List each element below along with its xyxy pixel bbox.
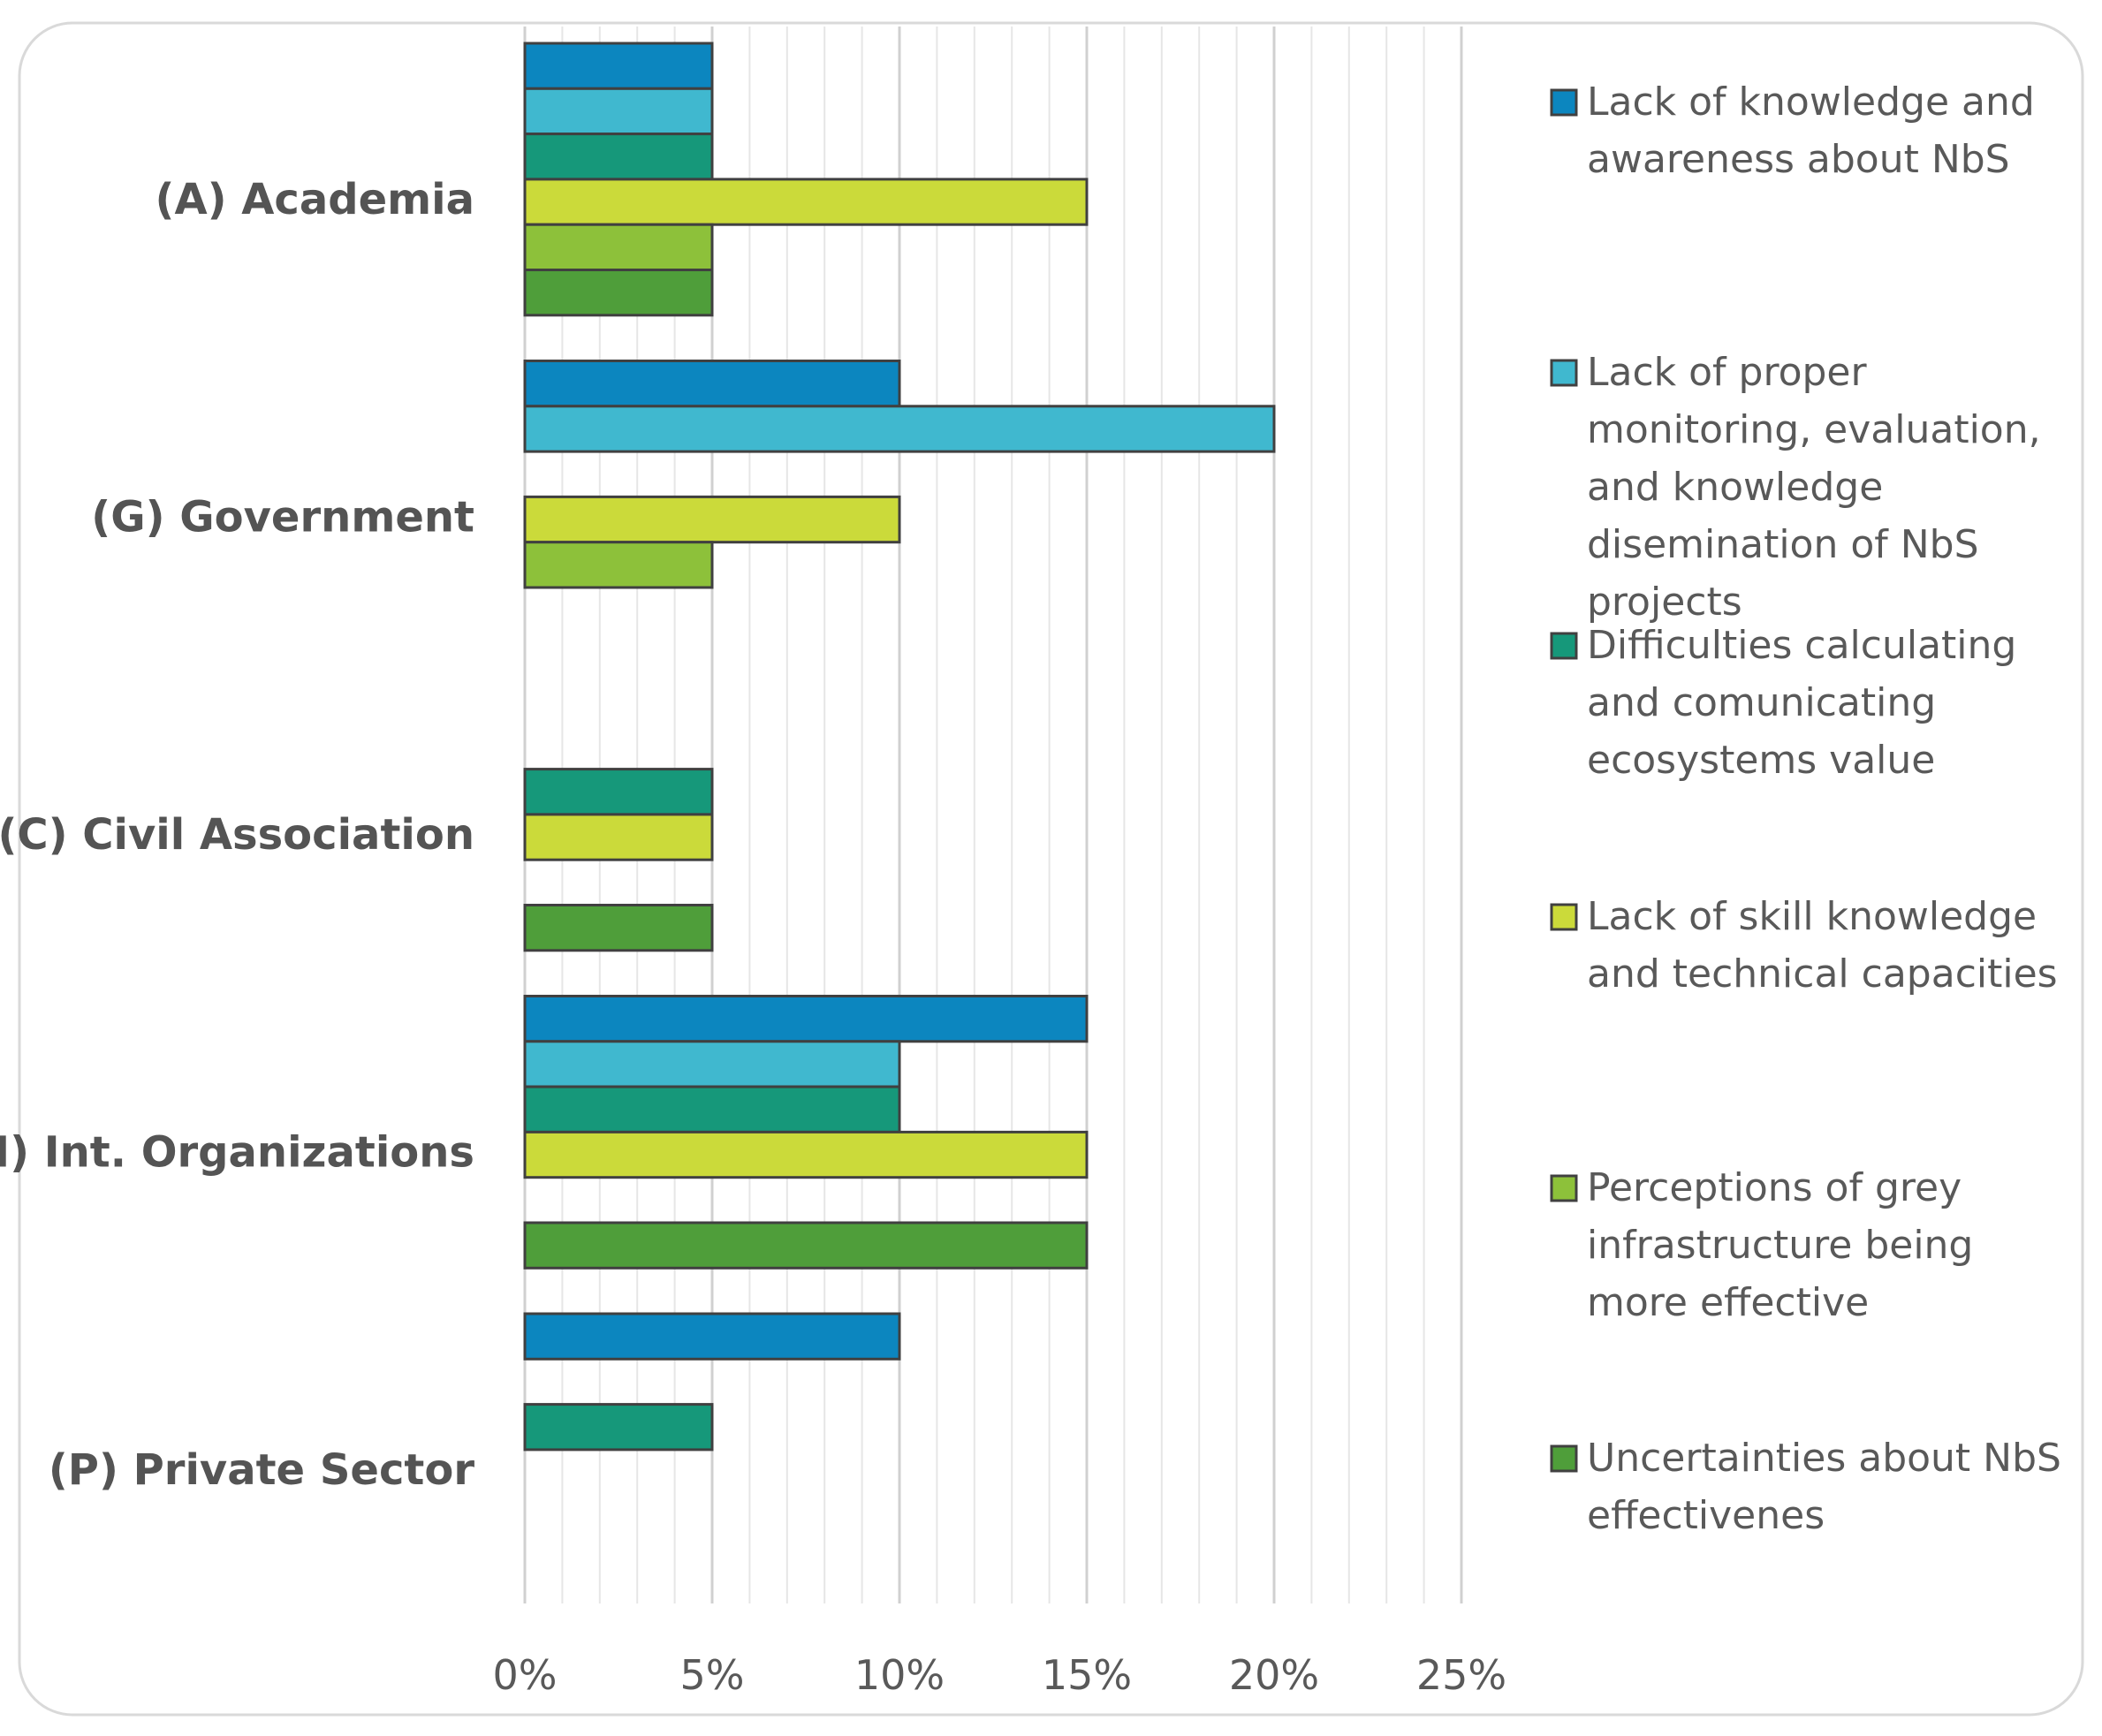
x-tick-label: 15% (1042, 1651, 1132, 1699)
category-label-a-academia: (A) Academia (156, 175, 475, 224)
bar-a-academia-series-3 (523, 133, 714, 181)
category-label-i-int-organizations: (I) Int. Organizations (0, 1127, 474, 1177)
category-label-p-private-sector: (P) Private Sector (49, 1445, 474, 1495)
bar-i-int-organizations-series-4 (523, 1130, 1089, 1179)
legend-swatch-1 (1550, 88, 1578, 117)
legend-label-line: infrastructure being (1587, 1223, 1973, 1268)
category-label-g-government: (G) Government (91, 492, 474, 542)
legend-label-line: Perceptions of grey (1587, 1165, 1962, 1210)
legend: Lack of knowledge and awareness about NbS… (1550, 80, 2061, 1538)
legend-label-1: Lack of knowledge and awareness about NbS (1587, 80, 2035, 182)
bar-i-int-organizations-series-6 (523, 1221, 1089, 1270)
legend-swatch-6 (1550, 1444, 1578, 1473)
legend-label-line: ecosystems value (1587, 738, 1935, 783)
bar-i-int-organizations-series-2 (523, 1040, 901, 1088)
bar-c-civil-association-series-6 (523, 904, 714, 952)
bar-a-academia-series-2 (523, 87, 714, 136)
legend-label-2: Lack of proper monitoring, evaluation, and… (1587, 350, 2041, 625)
legend-swatch-3 (1550, 632, 1578, 660)
legend-swatch-4 (1550, 903, 1578, 931)
x-tick-label: 25% (1416, 1651, 1506, 1699)
legend-label-line: Difficulties calculating (1587, 623, 2016, 668)
bar-g-government-series-4 (523, 495, 901, 544)
bar-a-academia-series-5 (523, 223, 714, 271)
bar-c-civil-association-series-4 (523, 813, 714, 861)
legend-label-line: projects (1587, 580, 1742, 625)
legend-label-line: disemination of NbS (1587, 522, 1979, 567)
legend-label-line: effectivenes (1587, 1493, 1825, 1538)
category-labels: (A) Academia (G) Government (C) Civil Asso… (0, 175, 474, 1495)
bar-c-civil-association-series-3 (523, 768, 714, 816)
legend-swatch-5 (1550, 1174, 1578, 1202)
legend-label-6: Uncertainties about NbS effectivenes (1587, 1436, 2061, 1538)
legend-label-line: more effective (1587, 1280, 1869, 1325)
legend-label-line: Lack of knowledge and (1587, 80, 2035, 125)
bar-a-academia-series-1 (523, 42, 714, 90)
bar-g-government-series-2 (523, 405, 1276, 453)
bar-i-int-organizations-series-3 (523, 1085, 901, 1133)
bar-g-government-series-5 (523, 541, 714, 589)
x-axis-ticks: 0% 5% 10% 15% 20% 25% (493, 1651, 1507, 1699)
legend-label-line: monitoring, evaluation, (1587, 407, 2041, 452)
x-tick-label: 10% (854, 1651, 945, 1699)
legend-label-line: Uncertainties about NbS (1587, 1436, 2061, 1481)
legend-label-5: Perceptions of grey infrastructure being m… (1587, 1165, 1973, 1325)
legend-label-line: Lack of skill knowledge (1587, 894, 2037, 939)
legend-label-line: and knowledge (1587, 465, 1883, 510)
bar-p-private-sector-series-1 (523, 1312, 901, 1361)
category-label-c-civil-association: (C) Civil Association (0, 810, 474, 860)
x-tick-label: 0% (493, 1651, 558, 1699)
legend-label-3: Difficulties calculating and comunicating… (1587, 623, 2016, 783)
bar-p-private-sector-series-3 (523, 1403, 714, 1452)
legend-swatch-2 (1550, 359, 1578, 387)
legend-label-4: Lack of skill knowledge and technical cap… (1587, 894, 2058, 997)
legend-label-line: awareness about NbS (1587, 137, 2010, 182)
bar-a-academia-series-4 (523, 178, 1089, 226)
x-tick-label: 20% (1229, 1651, 1319, 1699)
bar-g-government-series-1 (523, 360, 901, 408)
x-tick-label: 5% (680, 1651, 745, 1699)
bars (523, 42, 1276, 1452)
legend-label-line: and technical capacities (1587, 951, 2058, 997)
legend-label-line: Lack of proper (1587, 350, 1868, 395)
bar-a-academia-series-6 (523, 269, 714, 317)
legend-label-line: and comunicating (1587, 680, 1936, 725)
bar-i-int-organizations-series-1 (523, 995, 1089, 1043)
